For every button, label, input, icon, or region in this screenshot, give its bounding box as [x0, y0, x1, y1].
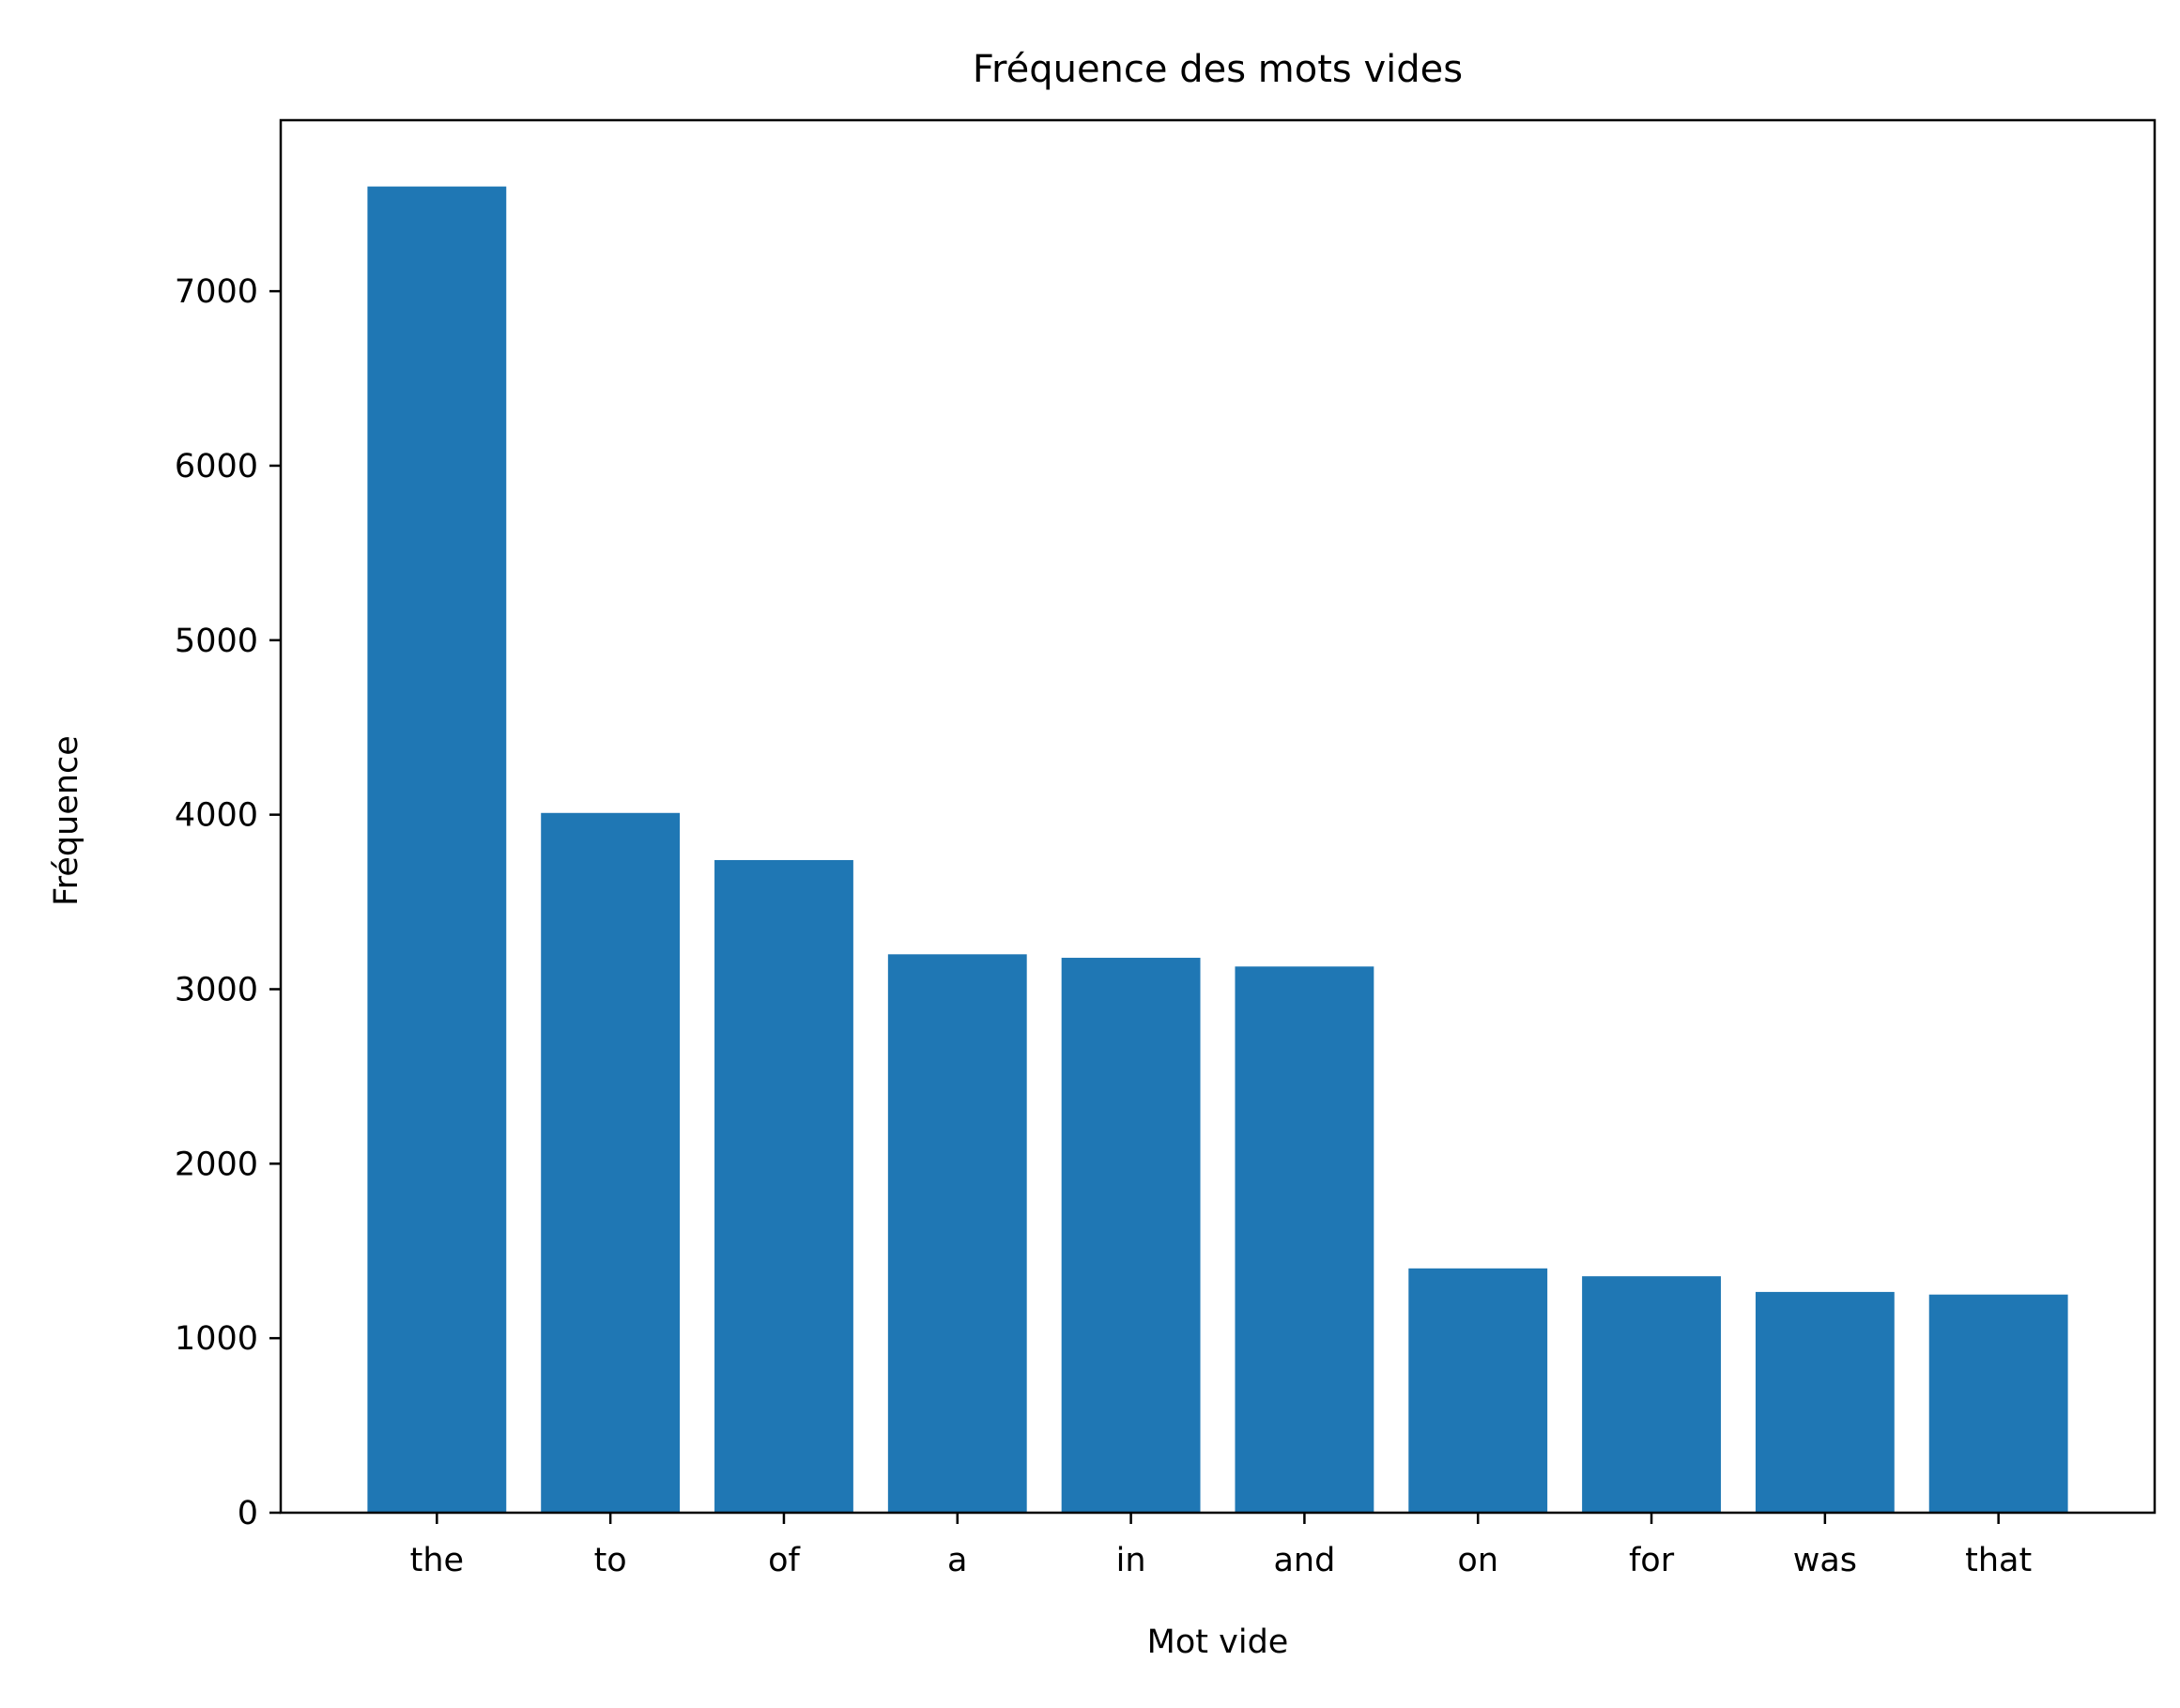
y-tick-label: 0	[238, 1495, 258, 1532]
bar-was	[1755, 1291, 1895, 1513]
y-tick-label: 3000	[175, 971, 258, 1008]
y-tick-label: 2000	[175, 1146, 258, 1183]
bar-and	[1235, 966, 1374, 1513]
y-tick-label: 1000	[175, 1320, 258, 1358]
y-tick-label: 6000	[175, 448, 258, 485]
x-tick-label: in	[1116, 1542, 1146, 1579]
x-tick-label: for	[1629, 1542, 1675, 1579]
x-tick-label: of	[768, 1542, 800, 1579]
x-tick-label: was	[1793, 1542, 1857, 1579]
bar-for	[1582, 1276, 1721, 1513]
bars	[367, 186, 2068, 1513]
bar-a	[887, 954, 1027, 1513]
bar-on	[1408, 1268, 1548, 1513]
bar-of	[714, 859, 853, 1513]
y-tick-label: 7000	[175, 273, 258, 311]
y-axis-ticks: 0 1000 2000 3000 4000 5000 6000 7000	[175, 273, 281, 1532]
bar-to	[541, 812, 681, 1513]
x-axis-label: Mot vide	[1147, 1623, 1289, 1661]
chart-title: Fréquence des mots vides	[973, 48, 1463, 91]
x-tick-label: the	[410, 1542, 464, 1579]
y-tick-label: 5000	[175, 623, 258, 660]
x-axis-ticks: the to of a in and on for was that	[410, 1513, 2032, 1579]
x-tick-label: and	[1273, 1542, 1335, 1579]
y-axis-label: Fréquence	[48, 735, 85, 906]
plot-frame	[279, 118, 2157, 1515]
bar-that	[1928, 1294, 2068, 1513]
x-tick-label: a	[947, 1542, 967, 1579]
x-tick-label: to	[594, 1542, 627, 1579]
bar-in	[1061, 958, 1201, 1513]
y-tick-label: 4000	[175, 797, 258, 835]
x-tick-label: that	[1965, 1542, 2032, 1579]
x-tick-label: on	[1457, 1542, 1498, 1579]
bar-the	[367, 186, 507, 1513]
